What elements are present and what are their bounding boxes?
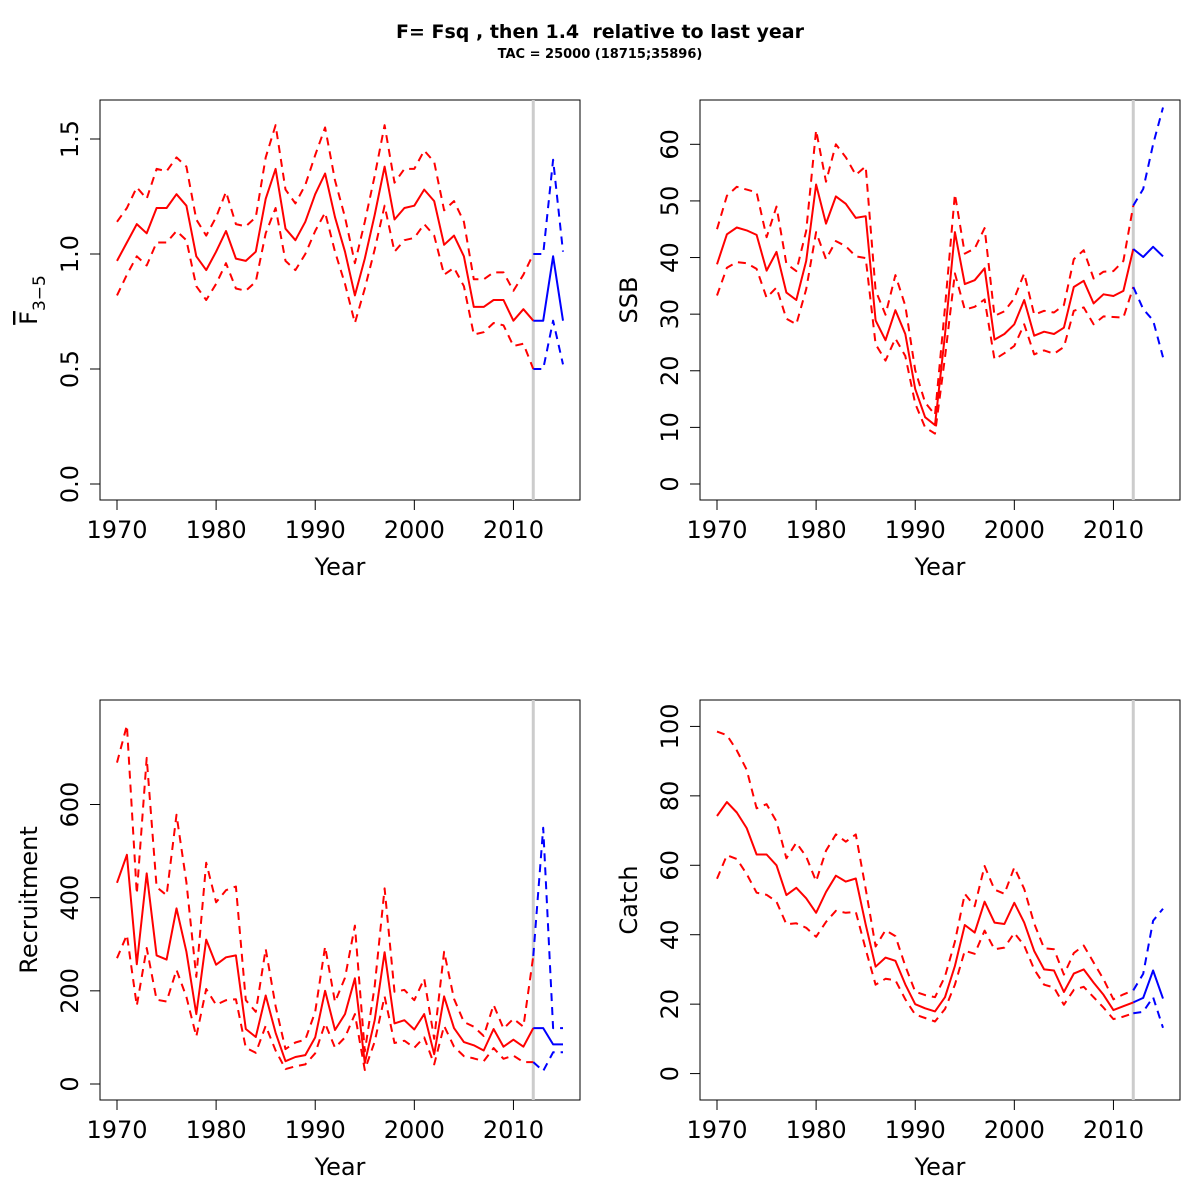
chart-bottom-right-x-axis-label: Year: [914, 1153, 966, 1181]
chart-bottom-right-y-axis-label: Catch: [615, 865, 643, 934]
chart-bottom-left-historical-estimate-line: [116, 853, 535, 1064]
chart-bottom-right-historical-estimate-line: [716, 801, 1134, 1013]
chart-bottom-right-x-tick-label: 2000: [984, 1116, 1045, 1144]
chart-top-right-y-tick-label: 0: [656, 476, 684, 491]
chart-top-right-x-tick-label: 2000: [984, 516, 1045, 544]
chart-bottom-right-x-tick-label: 1980: [786, 1116, 847, 1144]
chart-top-left-y-tick-label: 0.5: [56, 350, 84, 388]
chart-top-right-y-tick-label: 20: [656, 355, 684, 386]
chart-bottom-left-y-axis-label: Recruitment: [15, 826, 43, 973]
chart-bottom-right-x-tick-label: 1990: [885, 1116, 946, 1144]
chart-top-left-x-tick-label: 2010: [483, 516, 544, 544]
figure-subtitle: TAC = 25000 (18715;35896): [497, 47, 703, 62]
chart-bottom-left: 1970 1980 1990 2000 2010 Year 0 200 400 600 Recrui…: [15, 699, 581, 1181]
chart-bottom-right-y-tick-label: 0: [656, 1066, 684, 1081]
chart-bottom-right-historical-upper-line: [716, 730, 1134, 1001]
chart-top-left-x-tick-label: 1990: [285, 516, 346, 544]
chart-top-right-y-tick-label: 40: [656, 242, 684, 273]
chart-top-left-x-axis: 1970 1980 1990 2000 2010 Year: [86, 499, 544, 581]
chart-bottom-left-x-tick-label: 1990: [285, 1116, 346, 1144]
chart-bottom-right-projection-lower-line: [1133, 996, 1164, 1029]
chart-top-right-historical-estimate-line: [716, 183, 1135, 427]
chart-top-left-x-tick-label: 1970: [86, 516, 147, 544]
chart-top-left-y-axis-label: F3−5: [15, 275, 50, 325]
chart-bottom-left-projection-estimate-line: [533, 1027, 563, 1046]
chart-top-right-projection-upper-line: [1132, 107, 1164, 207]
chart-top-left-y-axis: 0.0 0.5 1.0 1.5 F3−5: [15, 120, 101, 503]
chart-top-right-projection-lower-line: [1132, 286, 1164, 358]
chart-top-left-projection-estimate-line: [533, 255, 564, 322]
chart-bottom-right-plot-frame: [699, 699, 1181, 1101]
chart-bottom-left-x-tick-label: 1980: [186, 1116, 247, 1144]
chart-top-left-x-tick-label: 1980: [186, 516, 247, 544]
chart-bottom-left-x-tick-label: 1970: [86, 1116, 147, 1144]
figure-title: F= Fsq , then 1.4 relative to last year: [396, 21, 804, 43]
chart-top-left-projection-lower-line: [533, 319, 564, 370]
chart-bottom-right-projection-upper-line: [1132, 908, 1164, 991]
chart-top-right-y-tick-label: 50: [656, 186, 684, 217]
chart-top-right-historical-upper-line: [716, 129, 1135, 416]
chart-bottom-right-projection-estimate-line: [1132, 969, 1164, 1004]
chart-top-left-y-tick-label: 1.5: [56, 120, 84, 158]
chart-top-left-historical-lower-line: [116, 204, 535, 370]
chart-top-left-projection-upper-line: [533, 158, 564, 255]
chart-bottom-left-y-tick-label: 600: [56, 782, 84, 828]
chart-bottom-left-y-tick-label: 0: [56, 1076, 84, 1091]
chart-bottom-right-x-axis: 1970 1980 1990 2000 2010 Year: [686, 1099, 1144, 1181]
chart-top-right-x-axis-label: Year: [914, 553, 966, 581]
chart-bottom-left-plot-frame: [99, 699, 581, 1101]
chart-bottom-right-historical-lower-line: [716, 854, 1134, 1023]
chart-top-right-y-tick-label: 30: [656, 299, 684, 330]
chart-top-left-x-axis-label: Year: [314, 553, 366, 581]
chart-top-left-historical-estimate-line: [116, 165, 535, 322]
chart-top-right-y-axis-label: SSB: [615, 277, 643, 324]
chart-top-right-plot-frame: [699, 99, 1181, 501]
chart-bottom-right-x-tick-label: 1970: [686, 1116, 747, 1144]
chart-top-left-x-tick-label: 2000: [384, 516, 445, 544]
chart-top-right-projection-estimate-line: [1132, 245, 1164, 258]
chart-bottom-left-projection-lower-line: [532, 1051, 563, 1072]
chart-top-left-historical-upper-line: [116, 124, 535, 292]
chart-bottom-left-x-axis-label: Year: [314, 1153, 366, 1181]
chart-bottom-right-y-axis: 0 20 40 60 80 100 Catch: [615, 704, 701, 1081]
chart-top-right-x-axis: 1970 1980 1990 2000 2010 Year: [686, 499, 1144, 581]
chart-bottom-left-x-tick-label: 2000: [384, 1116, 445, 1144]
chart-bottom-left-x-axis: 1970 1980 1990 2000 2010 Year: [86, 1099, 544, 1181]
chart-bottom-left-y-axis: 0 200 400 600 Recruitment: [15, 782, 101, 1092]
chart-top-right-x-tick-label: 1980: [786, 516, 847, 544]
chart-top-left: 1970 1980 1990 2000 2010 Year 0.0 0.5 1.0 1.5 F3−5: [15, 99, 581, 581]
chart-top-right-x-tick-label: 1990: [885, 516, 946, 544]
chart-top-left-y-tick-label: 0.0: [56, 465, 84, 503]
chart-bottom-left-x-tick-label: 2010: [483, 1116, 544, 1144]
chart-top-right-y-tick-label: 10: [656, 412, 684, 443]
chart-top-right-y-axis: 0 10 20 30 40 50 60 SSB: [615, 129, 701, 492]
chart-bottom-right: 1970 1980 1990 2000 2010 Year 0 20 40 60 80 100 Catc…: [615, 699, 1181, 1181]
chart-top-right-x-tick-label: 1970: [686, 516, 747, 544]
chart-bottom-left-y-tick-label: 400: [56, 875, 84, 921]
chart-top-left-y-tick-label: 1.0: [56, 235, 84, 273]
chart-top-right-x-tick-label: 2010: [1083, 516, 1144, 544]
chart-bottom-left-y-tick-label: 200: [56, 968, 84, 1014]
chart-bottom-right-y-tick-label: 100: [656, 704, 684, 750]
chart-top-left-plot-frame: [99, 99, 581, 501]
chart-bottom-right-y-tick-label: 40: [656, 919, 684, 950]
chart-top-right-y-tick-label: 60: [656, 129, 684, 160]
chart-bottom-right-y-tick-label: 20: [656, 989, 684, 1020]
chart-bottom-left-historical-lower-line: [116, 933, 534, 1071]
chart-bottom-left-projection-upper-line: [532, 826, 563, 1030]
chart-bottom-left-historical-upper-line: [116, 724, 535, 1053]
chart-top-right: 1970 1980 1990 2000 2010 Year 0 10 20 30 40 50 60 SSB: [615, 99, 1181, 581]
chart-bottom-right-x-tick-label: 2010: [1083, 1116, 1144, 1144]
chart-bottom-right-y-tick-label: 80: [656, 781, 684, 812]
chart-bottom-right-y-tick-label: 60: [656, 850, 684, 881]
